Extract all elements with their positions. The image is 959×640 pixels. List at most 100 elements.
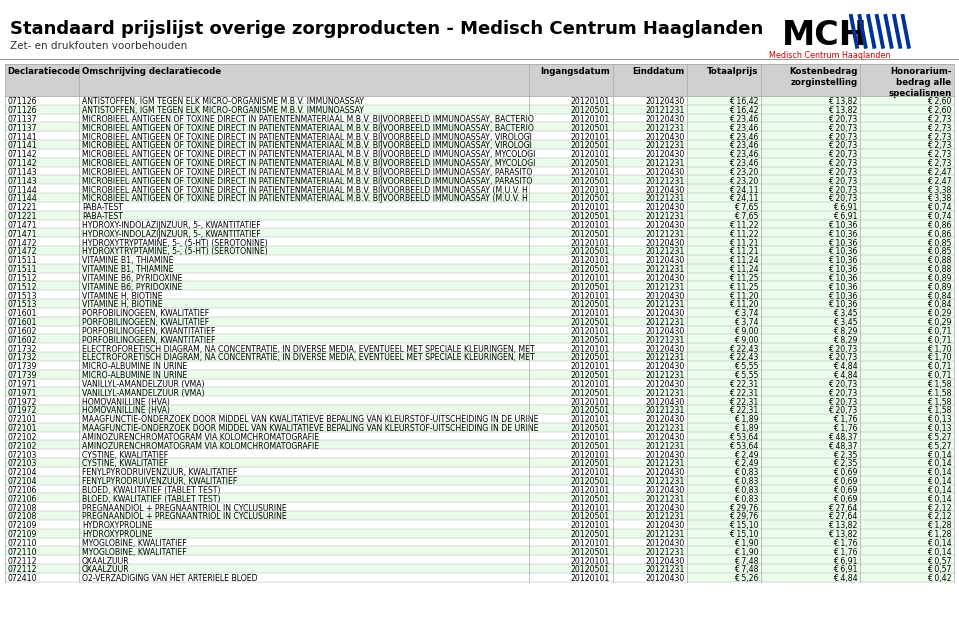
Text: 071221: 071221 — [8, 204, 37, 212]
Text: 20120101: 20120101 — [571, 504, 610, 513]
Bar — [5, 64, 954, 96]
Text: VITAMINE B1, THIAMINE: VITAMINE B1, THIAMINE — [82, 265, 174, 274]
Text: 20120430: 20120430 — [645, 168, 685, 177]
Text: Declaratiecode: Declaratiecode — [8, 67, 81, 76]
Text: CYSTINE, KWALITATIEF: CYSTINE, KWALITATIEF — [82, 451, 168, 460]
Text: 071732: 071732 — [8, 353, 37, 362]
Bar — [688, 299, 954, 308]
Text: O2-VERZADIGING VAN HET ARTERIELE BLOED: O2-VERZADIGING VAN HET ARTERIELE BLOED — [82, 574, 257, 583]
Bar — [688, 370, 954, 379]
Text: € 22,31: € 22,31 — [729, 397, 759, 406]
Text: € 7,65: € 7,65 — [734, 212, 759, 221]
Text: 20121231: 20121231 — [645, 106, 685, 115]
Text: 20121231: 20121231 — [645, 318, 685, 327]
Bar — [688, 105, 954, 114]
Text: HYDROXYPROLINE: HYDROXYPROLINE — [82, 521, 152, 530]
Bar — [688, 246, 954, 255]
Text: 20121231: 20121231 — [645, 159, 685, 168]
Text: 071512: 071512 — [8, 283, 37, 292]
Text: € 1,89: € 1,89 — [734, 424, 759, 433]
Text: 071126: 071126 — [8, 106, 37, 115]
Text: € 27,64: € 27,64 — [828, 513, 857, 522]
Bar — [688, 361, 954, 370]
Text: VITAMINE B1, THIAMINE: VITAMINE B1, THIAMINE — [82, 256, 174, 265]
Text: € 0,85: € 0,85 — [927, 248, 951, 257]
Text: € 20,73: € 20,73 — [829, 406, 857, 415]
Bar — [5, 387, 954, 396]
Text: 20120501: 20120501 — [571, 424, 610, 433]
Text: 20120501: 20120501 — [571, 212, 610, 221]
Text: € 15,10: € 15,10 — [729, 521, 759, 530]
Text: 071141: 071141 — [8, 132, 37, 141]
Text: CYSTINE, KWALITATIEF: CYSTINE, KWALITATIEF — [82, 460, 168, 468]
Text: 20120101: 20120101 — [571, 204, 610, 212]
Text: HOMOVANILLINE (HVA): HOMOVANILLINE (HVA) — [82, 397, 170, 406]
Text: MYOGLOBINE, KWALITATIEF: MYOGLOBINE, KWALITATIEF — [82, 548, 186, 557]
Bar — [688, 220, 954, 228]
Text: 20120101: 20120101 — [571, 327, 610, 336]
Text: € 20,73: € 20,73 — [829, 388, 857, 397]
Bar — [5, 299, 954, 308]
Text: € 1,76: € 1,76 — [832, 415, 857, 424]
Text: € 2,12: € 2,12 — [926, 513, 951, 522]
Text: € 6,91: € 6,91 — [832, 212, 857, 221]
Text: 20120501: 20120501 — [571, 565, 610, 574]
Text: PORFOBILINOGEEN, KWALITATIEF: PORFOBILINOGEEN, KWALITATIEF — [82, 309, 209, 318]
Bar — [5, 228, 954, 237]
Text: € 20,73: € 20,73 — [829, 195, 857, 204]
Text: € 3,38: € 3,38 — [927, 195, 951, 204]
Text: € 20,73: € 20,73 — [829, 115, 857, 124]
Text: 20120101: 20120101 — [571, 168, 610, 177]
Text: € 10,36: € 10,36 — [828, 221, 857, 230]
Text: € 10,36: € 10,36 — [828, 239, 857, 248]
Text: € 0,71: € 0,71 — [926, 362, 951, 371]
Text: 20120430: 20120430 — [645, 433, 685, 442]
Text: 071971: 071971 — [8, 388, 37, 397]
Text: 20120430: 20120430 — [645, 204, 685, 212]
Text: € 0,85: € 0,85 — [927, 239, 951, 248]
Text: € 20,73: € 20,73 — [829, 344, 857, 353]
Bar — [5, 220, 954, 228]
Text: € 5,55: € 5,55 — [734, 362, 759, 371]
Text: € 0,84: € 0,84 — [926, 292, 951, 301]
Text: 20120501: 20120501 — [571, 513, 610, 522]
Text: 20120101: 20120101 — [571, 115, 610, 124]
Bar — [5, 131, 954, 140]
Text: 072104: 072104 — [8, 468, 37, 477]
Text: 20121231: 20121231 — [645, 248, 685, 257]
Text: € 22,43: € 22,43 — [729, 353, 759, 362]
Bar — [688, 440, 954, 449]
Text: 20120501: 20120501 — [571, 230, 610, 239]
Text: € 7,48: € 7,48 — [734, 557, 759, 566]
Text: 071511: 071511 — [8, 265, 37, 274]
Text: 072108: 072108 — [8, 504, 37, 513]
Bar — [5, 211, 954, 220]
Text: 20120430: 20120430 — [645, 521, 685, 530]
Text: € 29,76: € 29,76 — [729, 504, 759, 513]
Bar — [5, 317, 954, 326]
Text: € 0,29: € 0,29 — [927, 309, 951, 318]
Bar — [688, 228, 954, 237]
Text: 071601: 071601 — [8, 309, 37, 318]
Text: € 1,76: € 1,76 — [832, 548, 857, 557]
Text: 20120101: 20120101 — [571, 415, 610, 424]
Text: € 3,74: € 3,74 — [734, 318, 759, 327]
Text: € 23,46: € 23,46 — [729, 115, 759, 124]
Bar — [688, 458, 954, 467]
Bar — [688, 529, 954, 538]
Text: 20121231: 20121231 — [645, 371, 685, 380]
Text: HYDROXY-INDOLAZIJNZUUR, 5-, KWANTITATIEF: HYDROXY-INDOLAZIJNZUUR, 5-, KWANTITATIEF — [82, 230, 261, 239]
Text: € 0,83: € 0,83 — [734, 486, 759, 495]
Text: 20120101: 20120101 — [571, 468, 610, 477]
Bar — [5, 556, 954, 564]
Bar — [688, 467, 954, 476]
Text: 20120430: 20120430 — [645, 274, 685, 283]
Text: 071732: 071732 — [8, 344, 37, 353]
Text: € 10,36: € 10,36 — [828, 248, 857, 257]
Text: € 20,73: € 20,73 — [829, 353, 857, 362]
Bar — [688, 149, 954, 158]
Bar — [5, 484, 954, 493]
Text: € 1,28: € 1,28 — [926, 521, 951, 530]
Bar — [5, 175, 954, 184]
Text: € 0,57: € 0,57 — [927, 557, 951, 566]
